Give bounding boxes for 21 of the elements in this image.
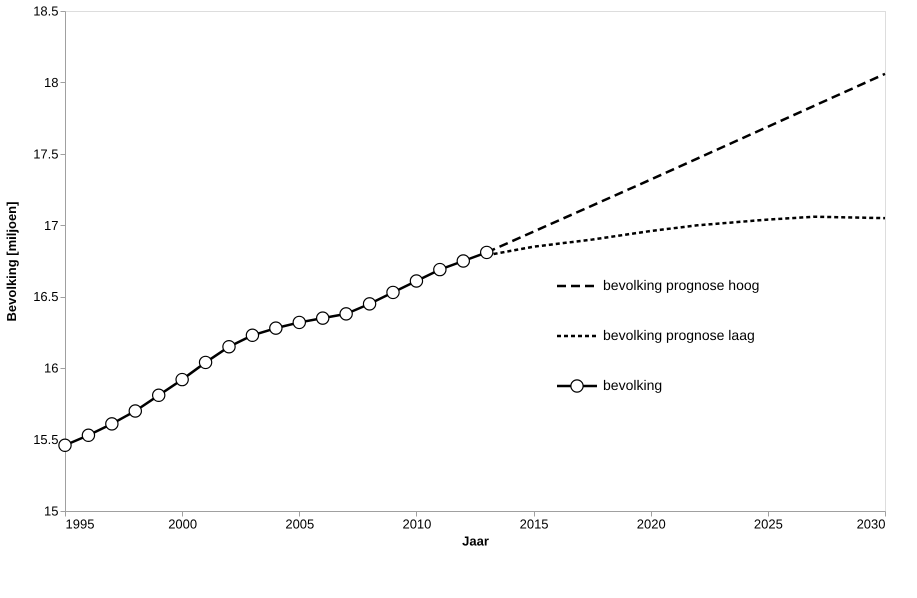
y-tick-label: 17.5 — [33, 146, 58, 162]
x-tick-label: 2005 — [285, 516, 314, 532]
y-tick-label: 16.5 — [33, 289, 58, 304]
y-tick-label: 18 — [44, 74, 58, 90]
y-tick-label: 17 — [44, 218, 58, 233]
legend-label: bevolking — [603, 377, 662, 393]
y-tick-label: 15.5 — [33, 432, 58, 448]
x-tick-label: 2015 — [520, 516, 549, 532]
x-axis-title: Jaar — [462, 534, 489, 548]
x-tick-label: 2000 — [168, 516, 198, 532]
legend-label: bevolking prognose laag — [603, 327, 755, 343]
legend-label: bevolking prognose hoog — [603, 277, 760, 293]
x-tick-label: 2020 — [636, 516, 666, 532]
x-tick-label: 2025 — [754, 516, 783, 532]
y-tick-label: 18.5 — [33, 4, 58, 18]
y-tick-label: 15 — [44, 504, 58, 518]
x-tick-label: 1995 — [66, 516, 94, 532]
y-axis-title: Bevolking [miljoen] — [4, 202, 20, 322]
y-tick-label: 16 — [44, 360, 58, 376]
x-tick-label: 2010 — [402, 516, 432, 532]
x-tick-label: 2030 — [856, 516, 886, 532]
